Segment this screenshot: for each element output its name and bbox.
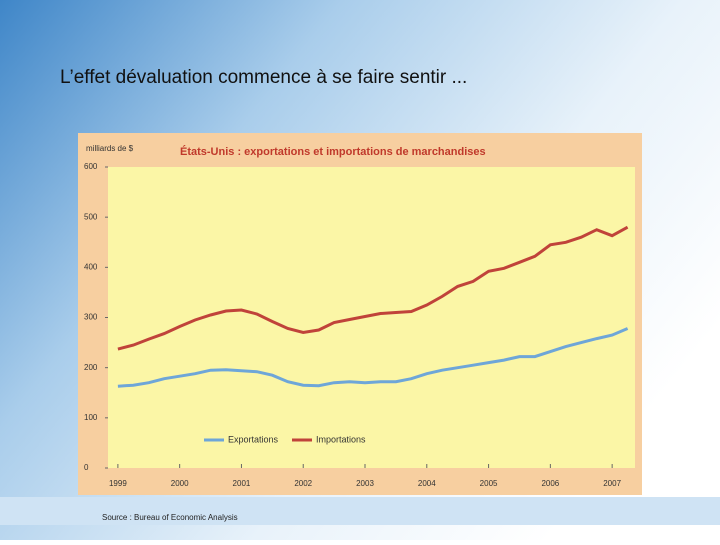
chart-title: États-Unis : exportations et importation…	[180, 145, 486, 158]
x-tick-label: 2005	[480, 479, 498, 488]
chart: 0 100 200 300 400 500 600 1999 2000 2001 2002 2003 2…	[84, 162, 629, 488]
legend-label: Importations	[316, 434, 366, 444]
x-tick-label: 2001	[233, 479, 251, 488]
bottom-band	[0, 497, 720, 525]
x-tick-label: 1999	[109, 479, 127, 488]
y-tick-label: 500	[84, 212, 98, 221]
source: Source : Bureau of Economic Analysis	[102, 513, 238, 522]
y-tick-label: 0	[84, 463, 89, 472]
y-tick-label: 200	[84, 363, 98, 372]
series-line	[117, 225, 629, 351]
legend-label: Exportations	[228, 434, 279, 444]
y-tick-label: 300	[84, 313, 98, 322]
slide-title: L’effet dévaluation commence à se faire …	[60, 67, 467, 88]
x-tick-label: 2006	[541, 479, 559, 488]
x-tick-label: 2002	[294, 479, 312, 488]
x-tick-label: 2007	[603, 479, 621, 488]
x-tick-label: 2000	[171, 479, 189, 488]
x-tick-label: 2004	[418, 479, 436, 488]
y-tick-label: 600	[84, 162, 98, 171]
y-tick-label: 100	[84, 413, 98, 422]
plot-area	[108, 167, 635, 468]
y-axis-label: milliards de $	[86, 144, 134, 153]
x-tick-label: 2003	[356, 479, 374, 488]
series-line	[117, 327, 629, 388]
y-tick-label: 400	[84, 262, 98, 271]
